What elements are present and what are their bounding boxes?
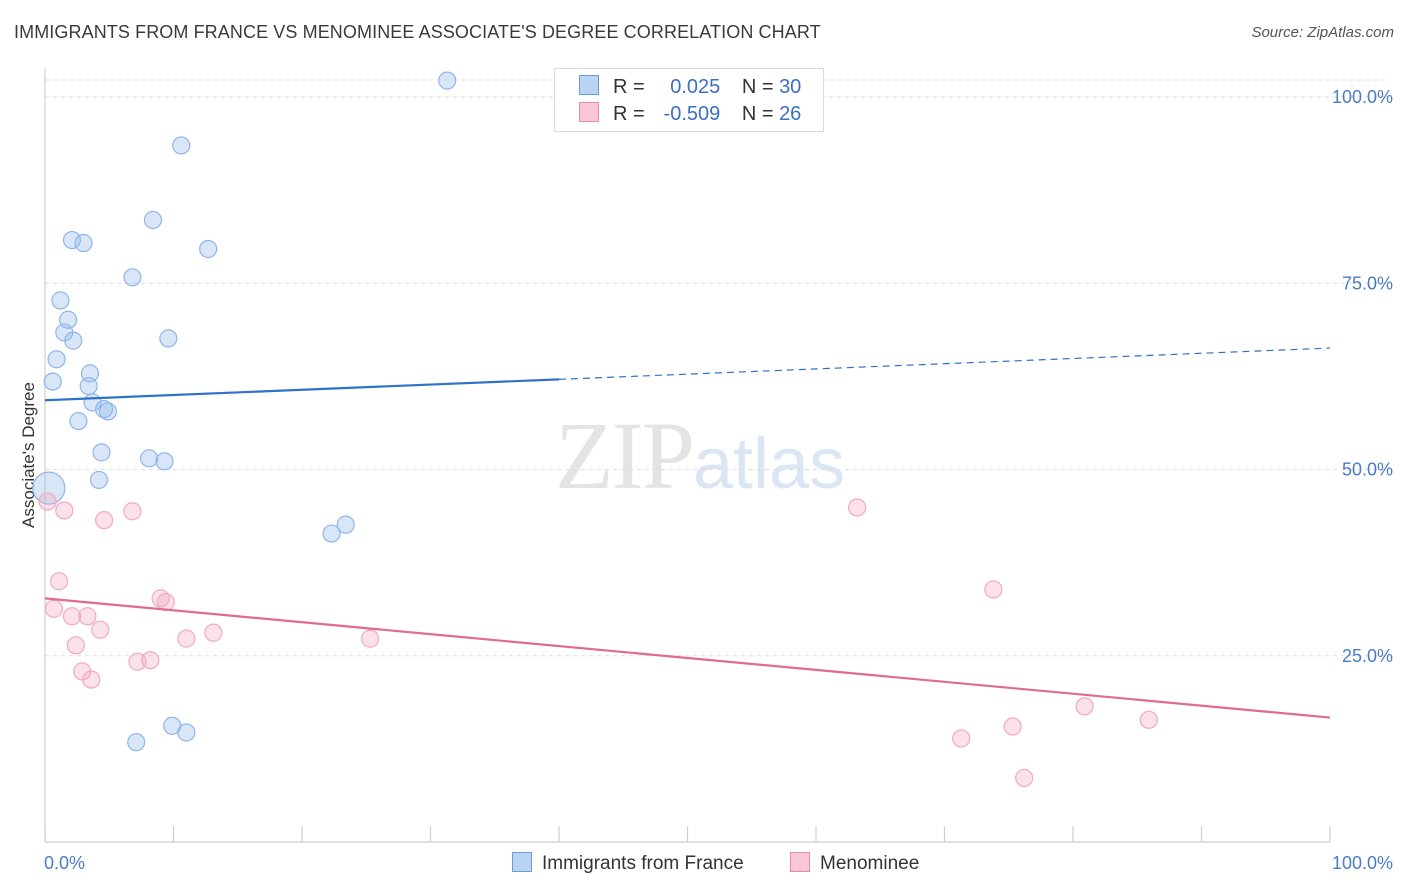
point-menominee-21 xyxy=(1075,697,1094,716)
point-menominee-6 xyxy=(984,580,1003,599)
point-france-6 xyxy=(123,268,142,287)
bottom-legend-france: Immigrants from France xyxy=(512,852,744,875)
correlation-legend: R = 0.025 N = 30 R = -0.509 N = 26 xyxy=(554,68,824,132)
legend-swatch-menominee xyxy=(579,102,599,122)
chart-title: IMMIGRANTS FROM FRANCE VS MENOMINEE ASSO… xyxy=(14,22,821,42)
point-france-5 xyxy=(199,239,218,259)
point-france-15 xyxy=(79,376,98,396)
y-tick-label-100: 100.0% xyxy=(1332,87,1393,107)
point-france-12 xyxy=(47,350,66,369)
point-menominee-18 xyxy=(141,651,160,670)
legend-row-france: R = 0.025 N = 30 xyxy=(579,75,801,99)
point-france-7 xyxy=(51,291,70,310)
point-france-25 xyxy=(336,515,355,534)
source-note: Source: ZipAtlas.com xyxy=(1251,24,1394,41)
point-france-18 xyxy=(98,402,118,421)
legend-n-value: 30 xyxy=(779,76,802,98)
watermark: ZIPatlas xyxy=(555,400,845,511)
point-menominee-4 xyxy=(848,498,867,517)
point-menominee-3 xyxy=(95,511,114,530)
point-france-23 xyxy=(89,470,109,490)
point-france-2 xyxy=(143,210,163,230)
point-menominee-16 xyxy=(66,636,85,655)
bottom-legend-menominee: Menominee xyxy=(790,852,919,875)
x-tick-label-end: 100.0% xyxy=(1332,853,1393,873)
legend-n-value: 26 xyxy=(779,103,802,125)
point-menominee-2 xyxy=(123,502,142,521)
bottom-legend-swatch-menominee xyxy=(790,852,810,872)
point-menominee-23 xyxy=(1003,717,1022,736)
legend-r-label: R = xyxy=(613,76,645,98)
x-tick-label-start: 0.0% xyxy=(44,853,85,873)
point-france-20 xyxy=(92,443,111,462)
y-axis-title: Associate's Degree xyxy=(19,382,38,528)
point-menominee-25 xyxy=(1015,768,1034,788)
trend-line-menominee xyxy=(44,597,1331,719)
y-tick-label-50: 50.0% xyxy=(1342,460,1393,480)
point-menominee-1 xyxy=(55,501,74,520)
legend-r-label: R = xyxy=(613,103,645,125)
point-france-22 xyxy=(155,452,174,471)
point-france-21 xyxy=(139,449,159,468)
point-france-4 xyxy=(74,233,93,253)
legend-n-label: N = xyxy=(741,103,774,125)
trend-line-france-projection xyxy=(558,347,1331,380)
point-menominee-12 xyxy=(91,620,110,639)
y-tick-label-75: 75.0% xyxy=(1342,273,1393,293)
point-menominee-14 xyxy=(177,629,196,648)
legend-row-menominee: R = -0.509 N = 26 xyxy=(579,102,801,126)
point-menominee-22 xyxy=(1139,710,1158,729)
point-france-26 xyxy=(322,524,341,543)
point-france-10 xyxy=(64,331,83,350)
point-menominee-5 xyxy=(50,572,69,591)
point-menominee-13 xyxy=(204,623,223,642)
point-menominee-10 xyxy=(62,607,82,626)
legend-r-value: 0.025 xyxy=(670,76,721,98)
point-france-29 xyxy=(177,723,196,742)
point-menominee-20 xyxy=(82,670,101,689)
point-menominee-24 xyxy=(952,729,971,748)
legend-r-value: -0.509 xyxy=(663,103,721,125)
legend-n-label: N = xyxy=(741,76,774,98)
trend-line-france xyxy=(44,378,560,402)
point-france-0 xyxy=(438,71,457,90)
point-menominee-8 xyxy=(151,589,170,608)
point-menominee-9 xyxy=(44,599,64,618)
bottom-legend-swatch-france xyxy=(512,852,532,872)
point-france-3 xyxy=(62,230,82,250)
bottom-legend-label-france: Immigrants from France xyxy=(542,853,744,874)
watermark-zip: ZIP xyxy=(555,402,695,509)
point-france-19 xyxy=(69,411,88,431)
point-menominee-15 xyxy=(361,629,380,648)
point-france-1 xyxy=(172,136,191,155)
point-france-14 xyxy=(43,372,62,391)
point-menominee-0 xyxy=(38,492,57,511)
bottom-legend-label-menominee: Menominee xyxy=(820,853,920,874)
watermark-atlas: atlas xyxy=(693,424,846,504)
point-france-27 xyxy=(127,733,146,752)
y-tick-label-25: 25.0% xyxy=(1342,646,1393,666)
point-france-11 xyxy=(159,329,178,348)
point-menominee-11 xyxy=(78,607,97,626)
legend-swatch-france xyxy=(579,75,599,95)
